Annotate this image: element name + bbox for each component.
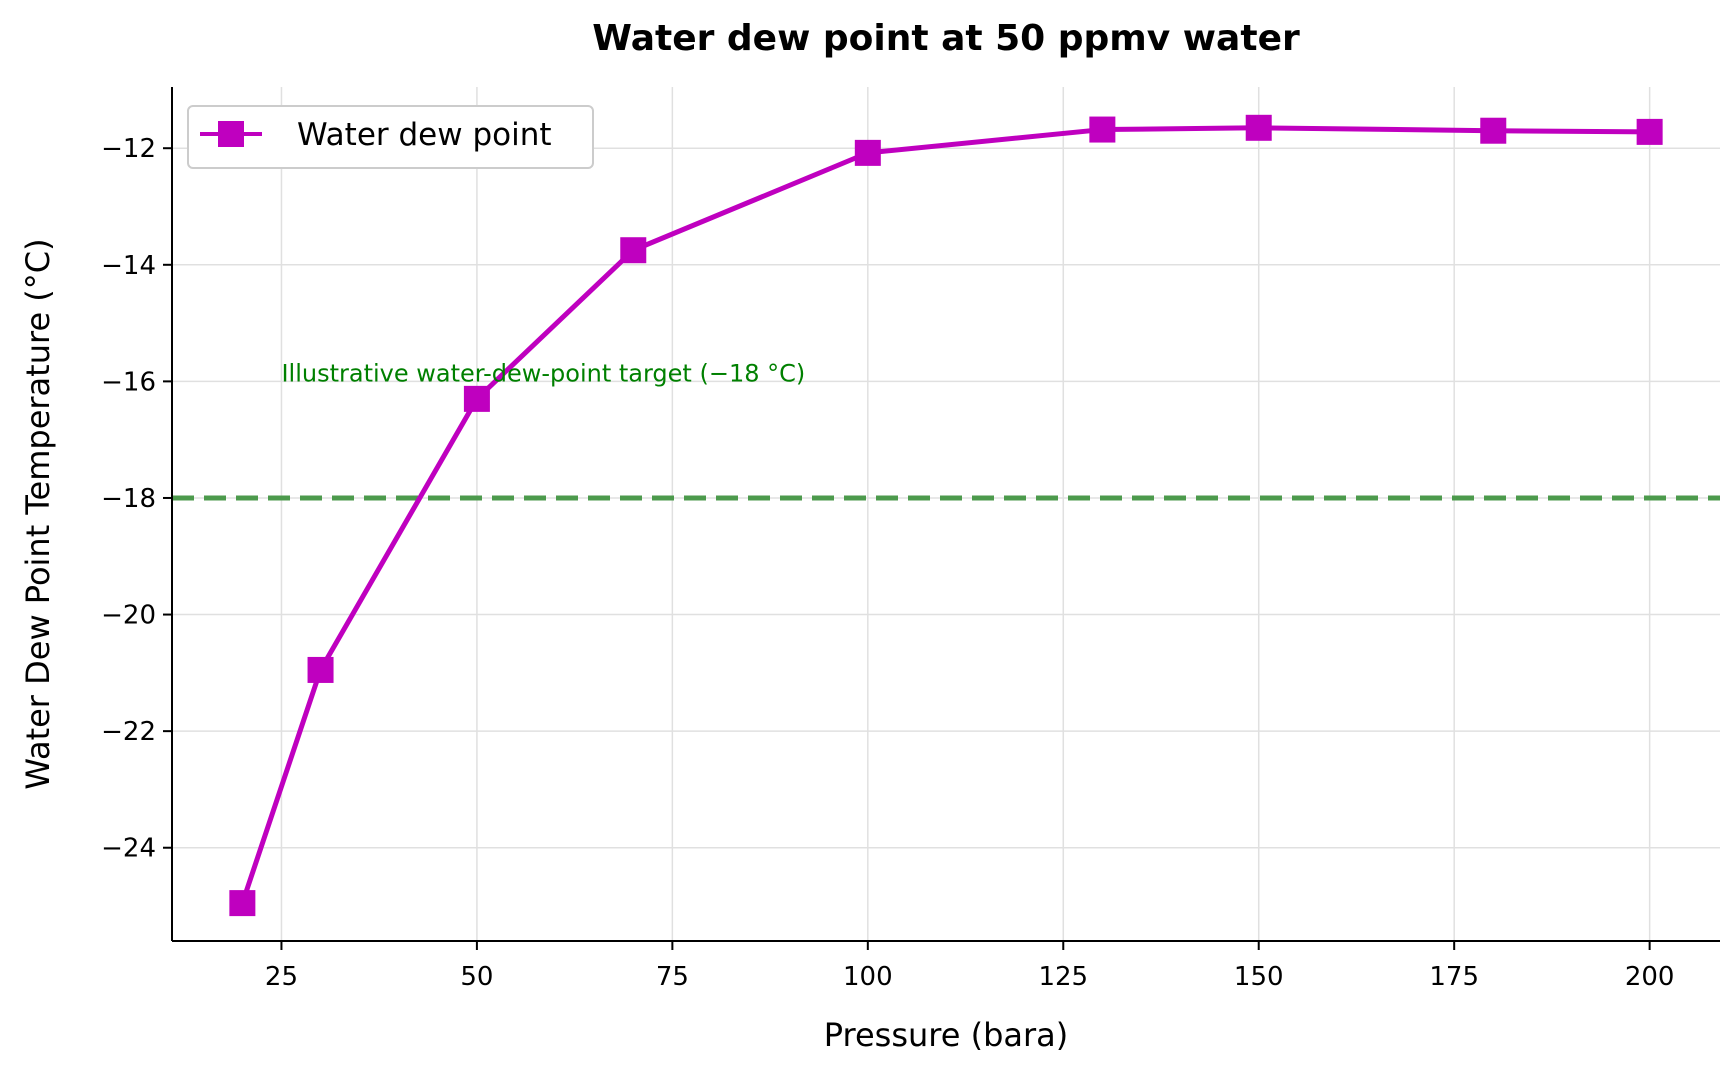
data-point-marker bbox=[1636, 118, 1663, 145]
x-tick-label: 75 bbox=[656, 962, 689, 992]
y-tick-label: −18 bbox=[101, 484, 156, 514]
data-point-marker bbox=[463, 385, 490, 412]
y-ticks: −24 −22 −20 −18 −16 −14 −12 bbox=[101, 134, 172, 864]
y-tick-label: −12 bbox=[101, 134, 156, 164]
y-axis-label: Water Dew Point Temperature (°C) bbox=[19, 238, 57, 789]
data-point-marker bbox=[229, 890, 256, 917]
x-tick-label: 50 bbox=[460, 962, 493, 992]
legend-label: Water dew point bbox=[297, 117, 552, 153]
legend-marker-swatch bbox=[218, 121, 244, 147]
x-ticks: 25 50 75 100 125 150 175 200 bbox=[265, 941, 1675, 992]
data-point-marker bbox=[620, 237, 647, 264]
data-point-marker bbox=[1089, 116, 1116, 143]
y-tick-label: −22 bbox=[101, 717, 156, 747]
x-tick-label: 150 bbox=[1234, 962, 1284, 992]
data-point-marker bbox=[854, 139, 881, 166]
data-point-marker bbox=[1480, 117, 1507, 144]
x-tick-label: 175 bbox=[1429, 962, 1479, 992]
y-tick-label: −16 bbox=[101, 367, 156, 397]
data-point-marker bbox=[307, 656, 334, 683]
y-tick-label: −14 bbox=[101, 251, 156, 281]
grid bbox=[172, 87, 1720, 941]
series-layer bbox=[229, 114, 1663, 917]
x-tick-label: 25 bbox=[265, 962, 298, 992]
chart-title: Water dew point at 50 ppmv water bbox=[592, 18, 1300, 59]
x-tick-label: 100 bbox=[843, 962, 893, 992]
x-axis-label: Pressure (bara) bbox=[824, 1016, 1068, 1054]
legend: Water dew point bbox=[187, 105, 594, 169]
x-tick-label: 125 bbox=[1038, 962, 1088, 992]
series-line bbox=[239, 125, 1650, 904]
data-point-marker bbox=[1245, 114, 1272, 141]
y-tick-label: −24 bbox=[101, 834, 156, 864]
x-tick-label: 200 bbox=[1625, 962, 1675, 992]
annotation-text: Illustrative water-dew-point target (−18… bbox=[281, 359, 805, 387]
y-tick-label: −20 bbox=[101, 601, 156, 631]
legend-box bbox=[187, 105, 594, 169]
axes bbox=[171, 87, 1720, 942]
